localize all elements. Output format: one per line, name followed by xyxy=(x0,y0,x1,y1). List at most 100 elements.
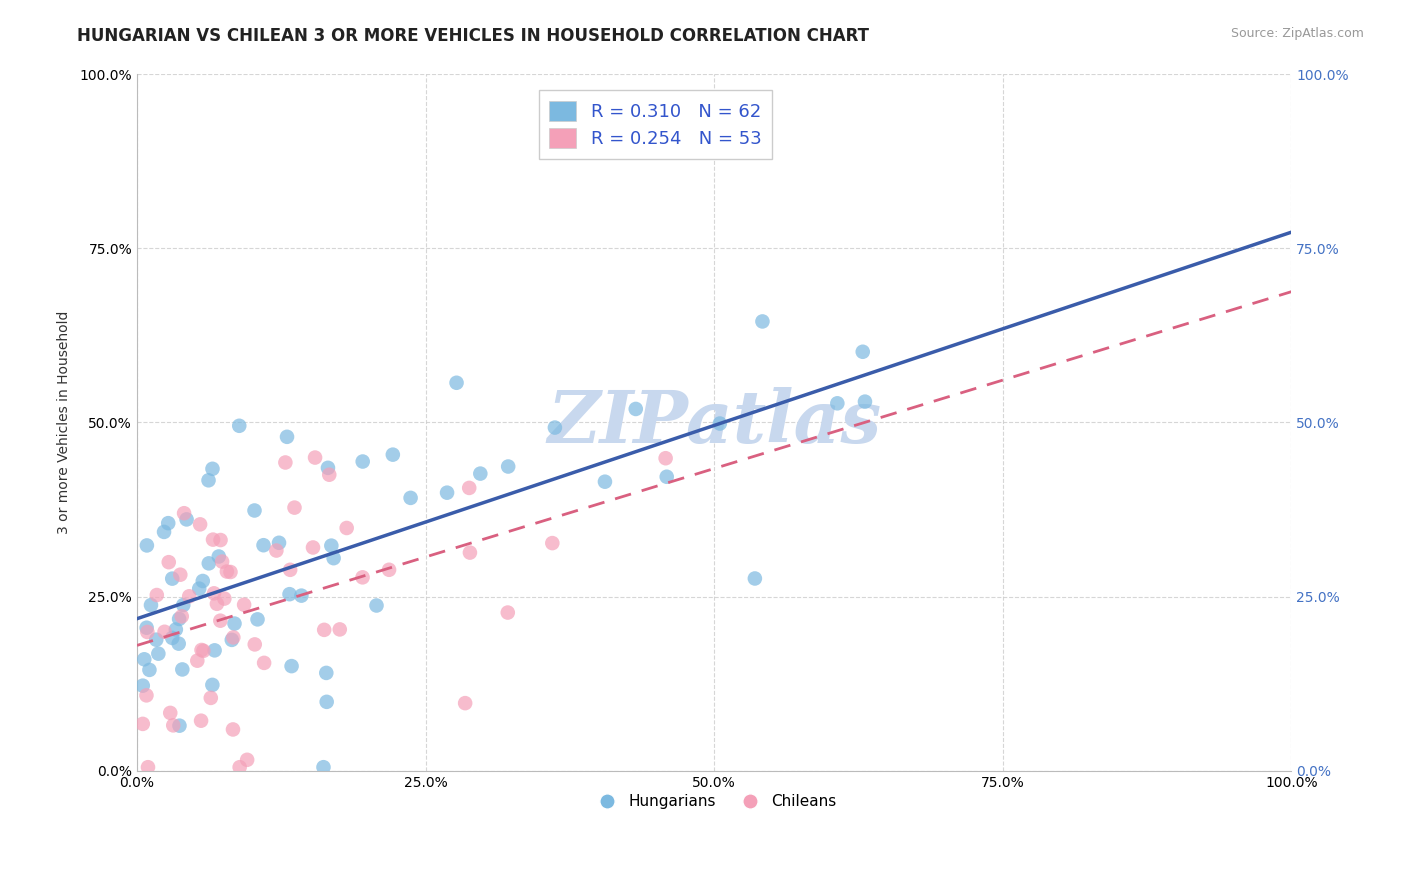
Point xyxy=(278,563,301,577)
Point xyxy=(197,557,219,571)
Point xyxy=(172,662,194,676)
Point xyxy=(157,516,180,531)
Point xyxy=(624,401,647,416)
Point xyxy=(336,521,359,535)
Point xyxy=(314,623,336,637)
Point xyxy=(190,643,212,657)
Point xyxy=(162,631,184,645)
Point xyxy=(312,760,335,774)
Point xyxy=(162,718,184,732)
Point xyxy=(853,394,876,409)
Point xyxy=(252,538,274,552)
Point xyxy=(162,572,184,586)
Point xyxy=(321,539,343,553)
Point xyxy=(186,654,208,668)
Point xyxy=(167,612,190,626)
Point xyxy=(138,663,160,677)
Point xyxy=(228,760,250,774)
Point xyxy=(176,512,198,526)
Point xyxy=(215,565,238,579)
Point xyxy=(153,524,176,539)
Point xyxy=(243,637,266,651)
Point xyxy=(744,572,766,586)
Point xyxy=(135,621,157,635)
Point xyxy=(253,656,276,670)
Point xyxy=(304,450,326,465)
Point xyxy=(201,462,224,476)
Point xyxy=(222,723,245,737)
Point xyxy=(228,418,250,433)
Point xyxy=(283,500,305,515)
Point xyxy=(132,679,155,693)
Point xyxy=(496,459,519,474)
Point xyxy=(381,448,404,462)
Point xyxy=(496,606,519,620)
Point xyxy=(352,570,374,584)
Point xyxy=(135,538,157,552)
Point xyxy=(214,591,236,606)
Point xyxy=(208,549,231,564)
Point xyxy=(709,417,731,431)
Point xyxy=(378,563,401,577)
Point xyxy=(132,717,155,731)
Point xyxy=(169,567,191,582)
Point xyxy=(654,451,676,466)
Point xyxy=(202,586,225,600)
Point xyxy=(224,616,246,631)
Point xyxy=(204,643,226,657)
Point xyxy=(852,344,875,359)
Point xyxy=(316,460,339,475)
Point xyxy=(135,689,157,703)
Point xyxy=(315,695,337,709)
Point xyxy=(470,467,492,481)
Point xyxy=(134,652,156,666)
Point xyxy=(655,469,678,483)
Point xyxy=(544,420,567,434)
Point xyxy=(145,632,167,647)
Point xyxy=(139,598,162,612)
Point xyxy=(200,690,222,705)
Point xyxy=(436,485,458,500)
Point xyxy=(274,455,297,469)
Point xyxy=(209,614,232,628)
Point xyxy=(329,623,352,637)
Point xyxy=(153,624,176,639)
Point xyxy=(190,714,212,728)
Point xyxy=(236,753,259,767)
Point xyxy=(243,503,266,517)
Point xyxy=(458,481,481,495)
Point xyxy=(148,647,170,661)
Point xyxy=(322,551,344,566)
Point xyxy=(399,491,422,505)
Text: HUNGARIAN VS CHILEAN 3 OR MORE VEHICLES IN HOUSEHOLD CORRELATION CHART: HUNGARIAN VS CHILEAN 3 OR MORE VEHICLES … xyxy=(77,27,869,45)
Point xyxy=(278,587,301,601)
Text: ZIPatlas: ZIPatlas xyxy=(547,387,882,458)
Point xyxy=(221,632,243,647)
Point xyxy=(136,760,159,774)
Point xyxy=(201,678,224,692)
Point xyxy=(202,533,225,547)
Point xyxy=(541,536,564,550)
Point xyxy=(302,541,325,555)
Point xyxy=(593,475,616,489)
Point xyxy=(290,589,312,603)
Y-axis label: 3 or more Vehicles in Household: 3 or more Vehicles in Household xyxy=(58,310,72,534)
Text: Source: ZipAtlas.com: Source: ZipAtlas.com xyxy=(1230,27,1364,40)
Point xyxy=(219,565,242,579)
Point xyxy=(266,543,288,558)
Point xyxy=(267,536,290,550)
Point xyxy=(193,644,215,658)
Point xyxy=(366,599,388,613)
Point xyxy=(751,314,773,328)
Point xyxy=(280,659,302,673)
Point xyxy=(827,396,849,410)
Point xyxy=(172,598,194,612)
Point xyxy=(159,706,181,720)
Point xyxy=(165,623,187,637)
Point xyxy=(205,597,228,611)
Point xyxy=(179,589,201,603)
Point xyxy=(173,506,195,520)
Point xyxy=(197,473,219,487)
Point xyxy=(136,625,159,640)
Legend: Hungarians, Chileans: Hungarians, Chileans xyxy=(586,788,842,815)
